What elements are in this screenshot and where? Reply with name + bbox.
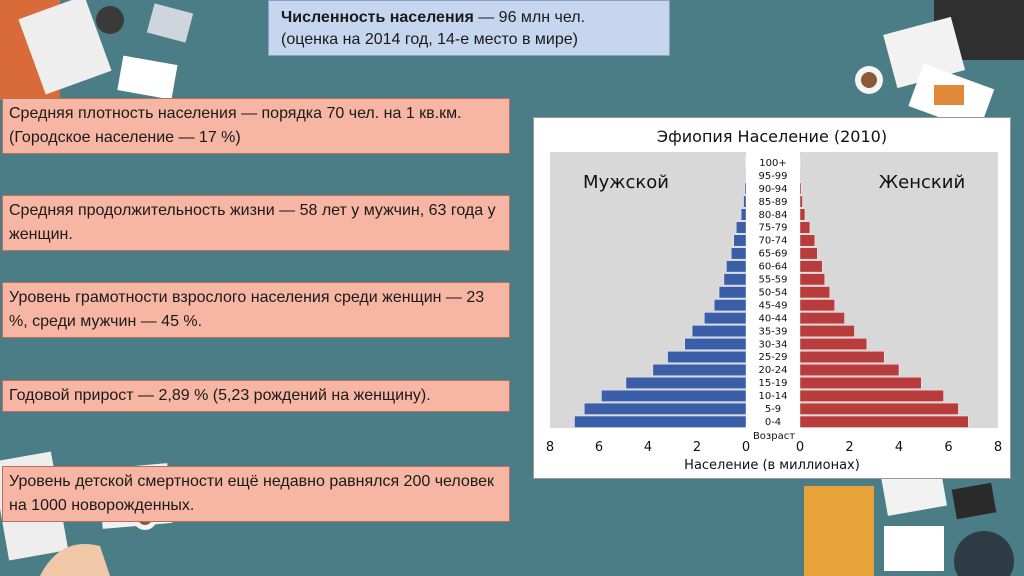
age-label-20-24: 20-24 — [758, 365, 787, 376]
age-axis-label: Возраст — [753, 431, 795, 442]
x-tick-female-0: 0 — [796, 440, 804, 455]
age-label-30-34: 30-34 — [758, 339, 787, 350]
age-label-100+: 100+ — [759, 158, 786, 169]
female-bar-40-44 — [799, 312, 845, 325]
female-bar-0-4 — [799, 415, 969, 428]
desk-illustration-bottom-right — [804, 466, 1014, 576]
female-bar-55-59 — [799, 273, 825, 286]
male-bar-30-34 — [684, 338, 747, 350]
chart-title: Эфиопия Население (2010) — [657, 127, 887, 146]
female-bar-85-89 — [799, 195, 803, 208]
fact-literacy: Уровень грамотности взрослого населения … — [2, 282, 510, 338]
x-ticks: 8 6 4 2 0 0 2 4 6 8 — [546, 440, 1002, 455]
male-bar-45-49 — [713, 299, 747, 312]
male-bar-35-39 — [691, 325, 747, 338]
male-bar-65-69 — [731, 247, 747, 260]
desk-illustration-top-right — [855, 0, 1024, 130]
x-tick-male-2: 4 — [644, 440, 652, 455]
age-label-75-79: 75-79 — [758, 223, 787, 234]
male-bar-0-4 — [574, 415, 747, 428]
female-bar-30-34 — [799, 338, 868, 350]
population-title-bold: Численность населения — [281, 9, 474, 26]
female-bar-80-84 — [799, 208, 806, 221]
age-label-0-4: 0-4 — [765, 417, 781, 428]
female-bar-35-39 — [799, 325, 855, 338]
x-tick-female-1: 2 — [845, 440, 853, 455]
male-bar-75-79 — [735, 221, 747, 234]
female-bar-75-79 — [799, 221, 811, 234]
female-bar-5-9 — [799, 402, 959, 415]
fact-density: Средняя плотность населения — порядка 70… — [2, 98, 510, 154]
female-bars — [799, 156, 969, 428]
x-tick-female-2: 4 — [895, 440, 903, 455]
age-label-85-89: 85-89 — [758, 197, 787, 208]
age-label-55-59: 55-59 — [758, 275, 787, 286]
age-label-5-9: 5-9 — [765, 404, 781, 415]
female-bar-15-19 — [799, 376, 922, 389]
female-bar-65-69 — [799, 247, 818, 260]
x-tick-male-3: 2 — [693, 440, 701, 455]
female-bar-20-24 — [799, 364, 900, 376]
male-bar-25-29 — [667, 351, 747, 363]
male-bar-5-9 — [584, 402, 747, 415]
population-title-box: Численность населения — 96 млн чел. (оце… — [268, 0, 670, 56]
population-title-value: — 96 млн чел. — [473, 9, 586, 26]
age-label-25-29: 25-29 — [758, 352, 787, 363]
female-bar-10-14 — [799, 389, 944, 402]
female-bar-50-54 — [799, 286, 830, 299]
male-bar-15-19 — [625, 376, 747, 389]
population-pyramid-chart: 0-4 5-9 10-14 15-19 20-24 25-29 30-34 35-39 40-4… — [546, 127, 1002, 473]
age-label-90-94: 90-94 — [758, 184, 787, 195]
male-bar-10-14 — [601, 389, 747, 402]
population-title-note: (оценка на 2014 год, 14-е место в мире) — [281, 31, 578, 48]
female-bar-70-74 — [799, 234, 816, 247]
fact-life-expectancy: Средняя продолжительность жизни — 58 лет… — [2, 195, 510, 251]
fact-growth: Годовой прирост — 2,89 % (5,23 рождений … — [2, 380, 510, 412]
female-bar-25-29 — [799, 351, 885, 363]
age-label-45-49: 45-49 — [758, 300, 787, 311]
male-bar-90-94 — [744, 182, 747, 195]
male-bar-85-89 — [743, 195, 747, 208]
age-label-35-39: 35-39 — [758, 326, 787, 337]
age-label-40-44: 40-44 — [758, 313, 787, 324]
age-label-10-14: 10-14 — [758, 391, 787, 402]
age-label-70-74: 70-74 — [758, 236, 787, 247]
male-bar-60-64 — [726, 260, 747, 273]
age-label-50-54: 50-54 — [758, 287, 787, 298]
x-tick-male-4: 0 — [742, 440, 750, 455]
age-label-80-84: 80-84 — [758, 210, 787, 221]
age-label-95-99: 95-99 — [758, 171, 787, 182]
male-bar-70-74 — [733, 234, 747, 247]
x-tick-female-4: 8 — [994, 440, 1002, 455]
male-bar-55-59 — [723, 273, 747, 286]
fact-infant-mortality: Уровень детской смертности ещё недавно р… — [2, 466, 510, 522]
female-bar-90-94 — [799, 182, 802, 195]
male-bar-80-84 — [740, 208, 747, 221]
male-bars — [574, 156, 747, 428]
desk-illustration-top-left — [0, 0, 194, 100]
female-bar-60-64 — [799, 260, 823, 273]
age-label-65-69: 65-69 — [758, 249, 787, 260]
male-label: Мужской — [583, 172, 669, 193]
male-bar-40-44 — [704, 312, 747, 325]
population-pyramid-panel: 0-4 5-9 10-14 15-19 20-24 25-29 30-34 35-39 40-4… — [533, 117, 1011, 479]
age-label-15-19: 15-19 — [758, 378, 787, 389]
male-bar-20-24 — [652, 364, 747, 376]
age-labels: 0-4 5-9 10-14 15-19 20-24 25-29 30-34 35-39 40-4… — [758, 158, 787, 428]
x-tick-female-3: 6 — [944, 440, 952, 455]
male-bar-50-54 — [718, 286, 747, 299]
x-tick-male-0: 8 — [546, 440, 554, 455]
female-label: Женский — [879, 172, 965, 193]
x-axis-label: Население (в миллионах) — [684, 458, 860, 473]
female-bar-45-49 — [799, 299, 835, 312]
age-label-60-64: 60-64 — [758, 262, 787, 273]
x-tick-male-1: 6 — [595, 440, 603, 455]
